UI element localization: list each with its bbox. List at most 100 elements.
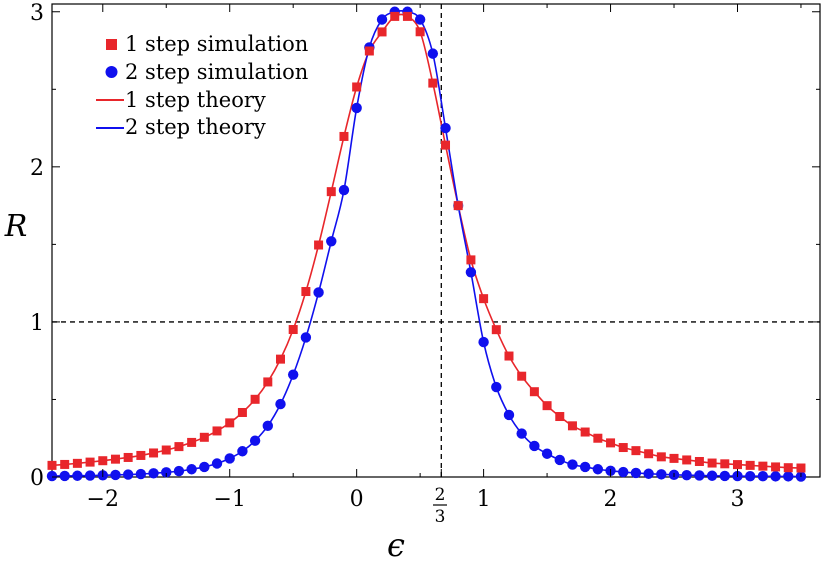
x-tick-label: 2 (604, 487, 618, 512)
point-1-step-simulation (352, 82, 362, 92)
point-2-step-simulation (122, 469, 134, 480)
point-2-step-simulation (110, 469, 121, 481)
axis-ticks: −2 −1 0 1 2 3 0 1 2 3 (30, 1, 820, 512)
point-1-step-simulation (669, 453, 679, 463)
point-1-step-simulation (682, 455, 692, 465)
point-1-step-simulation (783, 463, 793, 473)
point-1-step-simulation (149, 448, 159, 458)
point-1-step-simulation (491, 325, 501, 335)
point-2-step-simulation (199, 461, 210, 473)
point-1-step-simulation (161, 445, 171, 455)
point-1-step-simulation (606, 438, 616, 448)
legend-marker-2-step-simulation (105, 66, 118, 78)
point-2-step-simulation (491, 381, 502, 393)
point-2-step-simulation (541, 448, 553, 459)
point-2-step-simulation (503, 409, 515, 421)
simulation-markers (46, 6, 807, 482)
point-1-step-simulation (288, 325, 298, 335)
y-tick-label: 1 (30, 311, 44, 336)
point-2-step-simulation (338, 184, 350, 196)
point-1-step-simulation (771, 462, 781, 472)
point-2-step-simulation (211, 458, 223, 469)
point-1-step-simulation (123, 452, 133, 462)
point-1-step-simulation (453, 201, 463, 211)
point-1-step-simulation (390, 11, 400, 21)
point-2-step-simulation (592, 464, 604, 475)
point-1-step-simulation (250, 394, 260, 404)
point-1-step-simulation (187, 437, 197, 447)
point-2-step-simulation (161, 467, 172, 478)
point-2-step-simulation (694, 470, 705, 481)
point-2-step-simulation (719, 470, 730, 482)
y-tick-label: 2 (30, 156, 44, 181)
legend: 1 step simulation 2 step simulation 1 st… (96, 32, 308, 139)
point-1-step-simulation (326, 187, 336, 197)
point-2-step-simulation (59, 470, 70, 482)
point-1-step-simulation (60, 459, 70, 469)
point-1-step-simulation (694, 456, 704, 466)
point-2-step-simulation (237, 446, 248, 457)
point-1-step-simulation (707, 458, 717, 468)
point-1-step-simulation (301, 287, 311, 297)
point-2-step-simulation (427, 48, 439, 59)
point-2-step-simulation (567, 459, 578, 470)
point-2-step-simulation (262, 420, 274, 432)
point-2-step-simulation (770, 471, 781, 482)
point-1-step-simulation (85, 457, 95, 467)
point-2-step-simulation (630, 467, 642, 479)
point-1-step-simulation (631, 446, 641, 456)
point-2-step-simulation (706, 470, 718, 481)
point-1-step-simulation (402, 11, 412, 21)
legend-marker-1-step-simulation (106, 39, 117, 50)
x-tick-label: −1 (214, 487, 246, 512)
point-2-step-simulation (376, 14, 388, 25)
x-axis-label: ϵ (387, 526, 405, 564)
point-1-step-simulation (529, 387, 539, 397)
point-1-step-simulation (314, 240, 324, 250)
legend-label-2-step-simulation: 2 step simulation (125, 60, 308, 84)
point-2-step-simulation (744, 471, 756, 482)
point-2-step-simulation (681, 469, 692, 481)
point-1-step-simulation (796, 463, 806, 473)
point-2-step-simulation (313, 287, 324, 298)
point-2-step-simulation (414, 14, 426, 25)
point-2-step-simulation (656, 469, 667, 480)
x-tick-label: −2 (87, 487, 119, 512)
point-2-step-simulation (186, 464, 197, 475)
special-tick-denominator: 3 (435, 507, 446, 527)
point-1-step-simulation (745, 460, 755, 470)
point-1-step-simulation (593, 433, 603, 443)
point-2-step-simulation (478, 336, 489, 348)
point-1-step-simulation (364, 46, 374, 56)
point-1-step-simulation (136, 450, 146, 460)
point-1-step-simulation (225, 418, 235, 428)
point-1-step-simulation (275, 354, 285, 364)
legend-label-1-step-simulation: 1 step simulation (125, 32, 308, 56)
legend-label-1-step-theory: 1 step theory (125, 88, 266, 112)
point-2-step-simulation (224, 453, 235, 464)
point-1-step-simulation (618, 443, 628, 453)
point-1-step-simulation (110, 454, 120, 464)
point-1-step-simulation (237, 407, 247, 417)
point-1-step-simulation (732, 460, 742, 470)
point-1-step-simulation (567, 421, 577, 431)
point-1-step-simulation (466, 255, 476, 265)
point-1-step-simulation (212, 426, 222, 436)
point-1-step-simulation (47, 460, 57, 470)
point-2-step-simulation (135, 468, 147, 480)
point-1-step-simulation (656, 452, 666, 462)
point-2-step-simulation (326, 236, 337, 247)
point-1-step-simulation (479, 294, 489, 304)
point-2-step-simulation (757, 471, 769, 482)
point-2-step-simulation (643, 468, 654, 479)
legend-label-2-step-theory: 2 step theory (125, 115, 266, 139)
point-1-step-simulation (441, 140, 451, 150)
point-2-step-simulation (300, 332, 312, 343)
point-1-step-simulation (517, 371, 527, 381)
point-2-step-simulation (173, 465, 185, 477)
point-1-step-simulation (377, 27, 387, 37)
point-1-step-simulation (580, 427, 590, 437)
y-tick-label: 3 (30, 1, 44, 26)
point-1-step-simulation (555, 412, 565, 422)
